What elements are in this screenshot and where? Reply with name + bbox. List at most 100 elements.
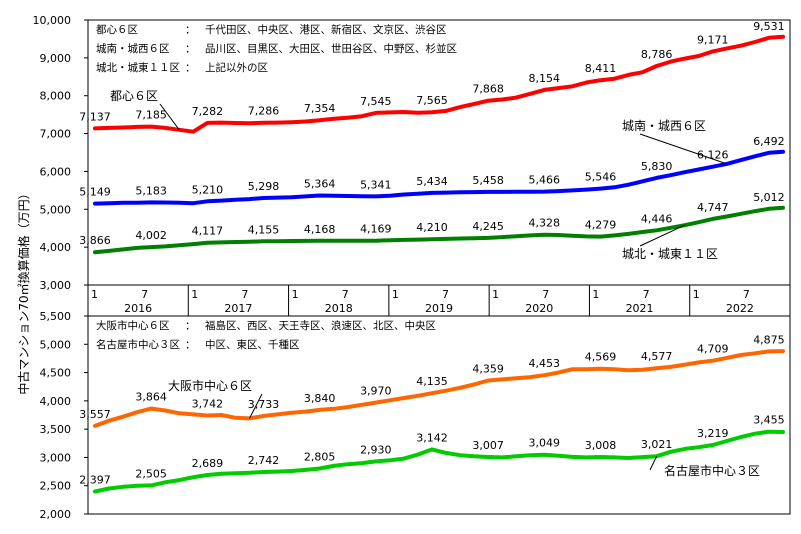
y-tick-label: 5,500: [40, 310, 72, 323]
series-label: 大阪市中心６区: [168, 378, 252, 393]
y-tick-label: 8,000: [40, 90, 72, 103]
year-label: 2017: [224, 302, 252, 315]
data-label: 5,830: [641, 160, 673, 173]
data-label: 3,021: [641, 438, 673, 451]
data-label: 5,364: [304, 178, 336, 191]
legend-note-wards: 中区、東区、千種区: [205, 338, 300, 351]
month-tick-label: 7: [141, 288, 148, 301]
legend-note-wards: 品川区、目黒区、大田区、世田谷区、中野区、杉並区: [205, 42, 457, 55]
data-label: 4,359: [472, 363, 504, 376]
y-tick-label: 9,000: [40, 52, 72, 65]
data-label: 5,012: [753, 191, 785, 204]
series-label: 城北・城東１１区: [622, 247, 718, 261]
y-tick-label: 4,000: [40, 395, 72, 408]
data-label: 3,049: [529, 437, 561, 450]
data-label: 3,219: [697, 427, 729, 440]
data-label: 9,171: [697, 33, 729, 46]
data-label: 3,866: [79, 234, 111, 247]
series-label-leader: [639, 133, 727, 165]
y-tick-label: 4,500: [40, 367, 72, 380]
data-label: 4,709: [697, 343, 729, 356]
data-label: 5,546: [585, 171, 617, 184]
legend-note-region: 大阪市中心６区: [96, 319, 170, 332]
chart-frame: [87, 19, 791, 515]
data-label: 5,434: [416, 175, 448, 188]
y-tick-label: 2,500: [40, 480, 72, 493]
series-label-leader: [639, 224, 685, 247]
series-label: 城南・城西６区: [622, 118, 706, 133]
data-label: 4,747: [697, 201, 729, 214]
data-label: 8,154: [529, 72, 561, 85]
legend-note-colon: ：: [185, 339, 196, 351]
y-tick-label: 10,000: [33, 14, 72, 27]
data-label: 4,446: [641, 212, 673, 225]
data-label: 6,126: [697, 149, 729, 162]
data-label: 4,135: [416, 375, 448, 388]
year-label: 2019: [425, 302, 453, 315]
data-label: 3,733: [248, 398, 280, 411]
series-line-1: [93, 429, 785, 494]
legend-note-colon: ：: [185, 24, 196, 36]
data-label: 4,002: [135, 229, 167, 242]
month-tick-label: 1: [392, 288, 399, 301]
data-label: 4,328: [529, 217, 561, 230]
legend-note-region: 城南・城西６区: [96, 42, 170, 55]
data-label: 3,455: [753, 414, 785, 427]
month-tick-label: 1: [592, 288, 599, 301]
year-label: 2018: [325, 302, 353, 315]
data-label: 7,137: [79, 110, 111, 123]
data-label: 5,341: [360, 178, 392, 191]
series-line-0: [93, 349, 785, 428]
legend-note-wards: 福島区、西区、天王寺区、浪速区、北区、中央区: [205, 319, 436, 332]
data-label: 4,117: [192, 225, 224, 238]
data-label: 3,008: [585, 439, 617, 452]
data-label: 7,286: [248, 105, 280, 118]
legend-note-colon: ：: [185, 43, 196, 55]
year-label: 2022: [726, 302, 754, 315]
data-label: 4,577: [641, 350, 673, 363]
year-label: 2016: [124, 302, 152, 315]
data-label: 4,279: [585, 219, 617, 232]
data-label: 4,210: [416, 221, 448, 234]
data-label: 4,245: [472, 220, 504, 233]
series-label: 都心６区: [110, 89, 158, 103]
data-label: 7,354: [304, 102, 336, 115]
data-label: 4,169: [360, 223, 392, 236]
series-label-leader: [649, 456, 658, 471]
series-line-2: [93, 205, 785, 255]
y-tick-label: 7,000: [40, 128, 72, 141]
month-tick-label: 7: [643, 288, 650, 301]
data-label: 3,970: [360, 385, 392, 398]
data-label: 2,742: [248, 454, 280, 467]
data-label: 5,458: [472, 174, 504, 187]
legend-note-colon: ：: [185, 320, 196, 332]
data-label: 4,875: [753, 333, 785, 346]
y-tick-label: 3,000: [40, 451, 72, 464]
data-label: 4,569: [585, 351, 617, 364]
data-label: 7,868: [472, 83, 504, 96]
data-label: 5,183: [135, 184, 167, 197]
month-tick-label: 7: [743, 288, 750, 301]
series-label-leader: [249, 393, 263, 419]
data-label: 3,840: [304, 392, 336, 405]
data-label: 3,742: [192, 397, 224, 410]
data-label: 5,210: [192, 183, 224, 196]
y-tick-label: 6,000: [40, 165, 72, 178]
month-tick-label: 1: [91, 288, 98, 301]
series-line-1: [93, 149, 785, 206]
data-label: 3,007: [472, 439, 504, 452]
data-label: 5,466: [529, 174, 561, 187]
month-tick-label: 7: [442, 288, 449, 301]
year-label: 2021: [626, 302, 654, 315]
plot-border: [87, 19, 791, 515]
data-label: 5,298: [248, 180, 280, 193]
top-panel: 3,000 4,000 5,000 6,000 7,000 8,000 9,000 10,00…: [33, 14, 785, 292]
series-label-leader: [159, 103, 180, 131]
data-label: 7,282: [192, 105, 224, 118]
month-tick-label: 1: [292, 288, 299, 301]
y-tick-label: 3,000: [40, 279, 72, 292]
data-label: 5,149: [79, 186, 111, 199]
month-tick-label: 1: [693, 288, 700, 301]
